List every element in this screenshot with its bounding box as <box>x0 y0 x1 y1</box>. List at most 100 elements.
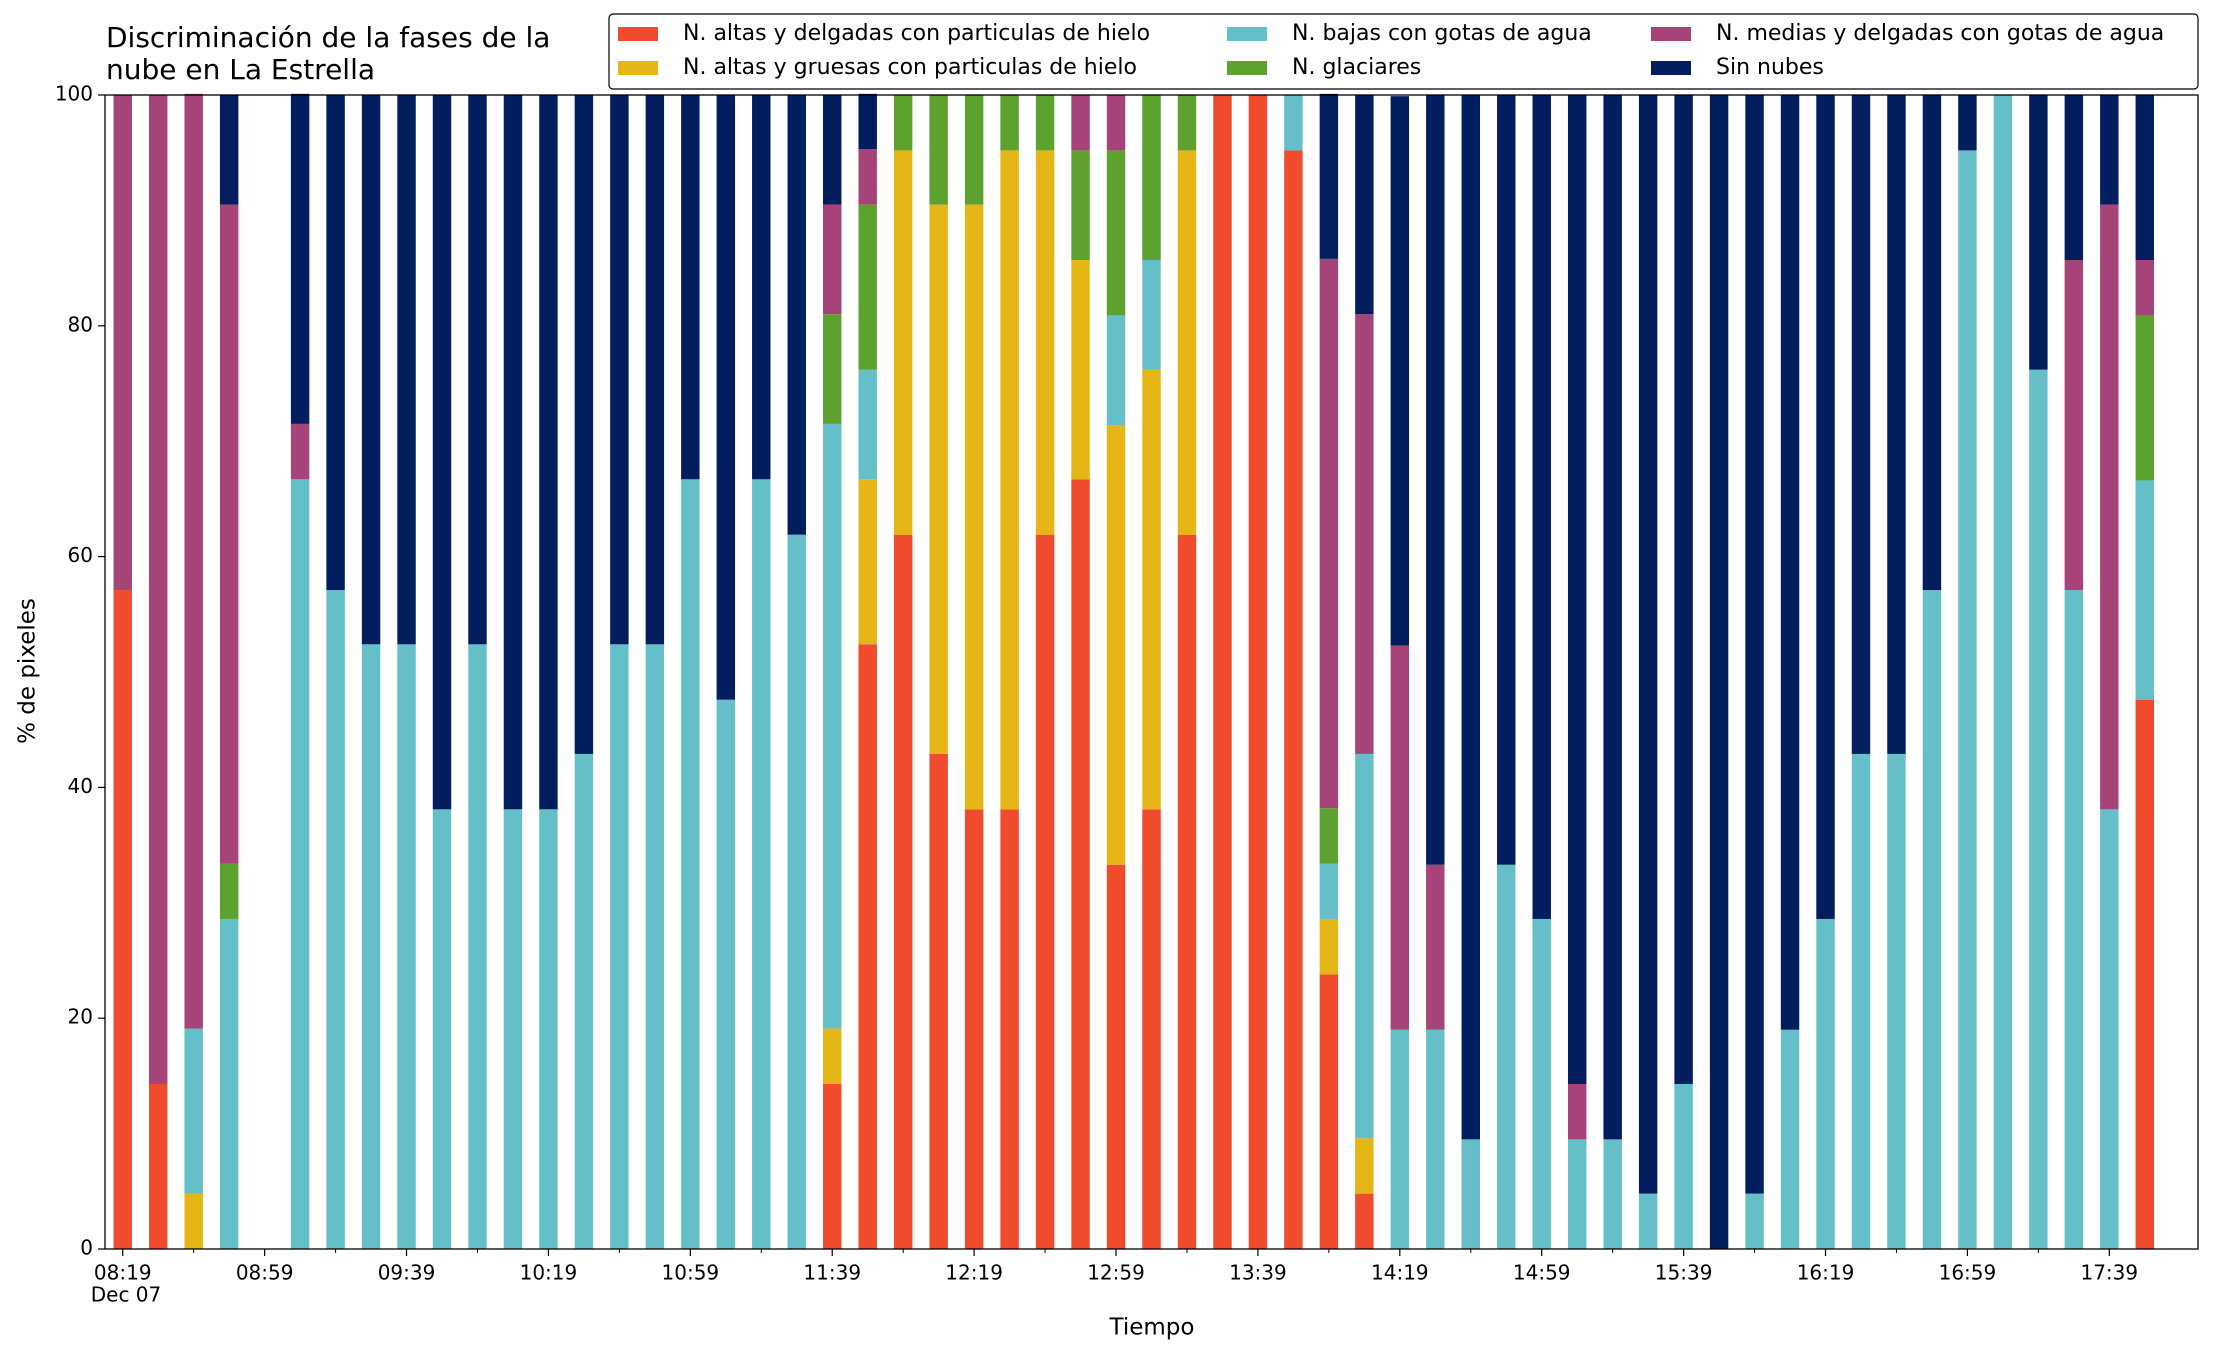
bar-segment <box>1887 95 1906 754</box>
bar-segment <box>1319 974 1339 1249</box>
bar-segment <box>1958 95 1977 151</box>
bar-segment <box>326 95 345 591</box>
y-tick-label: 40 <box>68 774 93 798</box>
bar-segment <box>184 93 203 1029</box>
bar-segment <box>1567 95 1587 1084</box>
bar-segment <box>1887 753 1906 1249</box>
bar-segment <box>1603 95 1622 1140</box>
bar-segment <box>1532 95 1551 919</box>
bar-segment <box>1532 918 1551 1249</box>
bar-segment <box>1319 918 1339 975</box>
x-tick-label: 16:59 <box>1939 1261 1997 1285</box>
bar-segment <box>2135 699 2155 1249</box>
bar-segment <box>610 95 629 645</box>
bar-segment <box>432 95 452 810</box>
x-tick-label: 14:59 <box>1513 1261 1571 1285</box>
bar-segment <box>2029 369 2048 1250</box>
bar-segment <box>290 423 310 480</box>
legend-frame <box>608 13 2199 90</box>
bar-segment <box>858 204 877 370</box>
bar-segment <box>219 863 239 919</box>
bar-segment <box>893 95 913 151</box>
y-tick-label: 80 <box>68 312 93 336</box>
bar-segment <box>113 95 132 591</box>
bar-segment <box>716 95 736 700</box>
bar-segment <box>219 204 239 864</box>
x-axis-label: Tiempo <box>1109 1315 1195 1341</box>
bar-segment <box>1142 95 1161 261</box>
bar-segment <box>468 644 487 1249</box>
legend-label: N. glaciares <box>1292 55 1421 80</box>
bar-segment <box>1177 95 1197 151</box>
legend-swatch <box>1227 27 1267 41</box>
bar-segment <box>397 644 416 1249</box>
bar-segment <box>787 534 806 1249</box>
bar-segment <box>1958 150 1977 1250</box>
bar-segment <box>1142 260 1161 370</box>
bar-segment <box>1071 150 1090 261</box>
bar-segment <box>1461 1139 1480 1249</box>
bar-segment <box>964 204 984 810</box>
legend-swatch <box>618 61 658 75</box>
x-tick-label: 15:39 <box>1655 1261 1713 1285</box>
legend-label: N. bajas con gotas de agua <box>1292 21 1592 46</box>
bar-segment <box>1248 95 1268 1249</box>
bar-segment <box>2064 260 2084 591</box>
bar-segment <box>1674 95 1693 1084</box>
bar-segment <box>219 918 239 1249</box>
bar-segment <box>610 644 629 1249</box>
bar-segment <box>681 479 700 1250</box>
bar-segment <box>1922 95 1942 591</box>
bar-segment <box>2135 95 2155 261</box>
bar-segment <box>1355 1138 1374 1194</box>
bar-segment <box>752 479 771 1250</box>
bar-segment <box>1461 95 1480 1140</box>
legend-label: N. medias y delgadas con gotas de agua <box>1716 21 2164 46</box>
bar-segment <box>1000 95 1019 151</box>
legend-label: N. altas y delgadas con particulas de hi… <box>683 21 1150 46</box>
x-tick-label: 14:19 <box>1371 1261 1429 1285</box>
x-tick-label: 16:19 <box>1797 1261 1855 1285</box>
y-tick-label: 60 <box>68 543 93 567</box>
x-tick-label: 12:59 <box>1087 1261 1145 1285</box>
x-tick-label: 10:59 <box>662 1261 720 1285</box>
bar-segment <box>1390 645 1410 1030</box>
bar-segment <box>1390 1029 1410 1249</box>
bar-segment <box>858 479 877 645</box>
bar-segment <box>964 95 984 205</box>
bar-segment <box>184 1028 203 1194</box>
legend-label: N. altas y gruesas con particulas de hie… <box>683 55 1137 80</box>
bar-segment <box>2135 260 2155 316</box>
bar-segment <box>184 1193 203 1249</box>
bar-segment <box>539 809 558 1249</box>
bar-segment <box>823 95 842 205</box>
bar-segment <box>1851 753 1871 1249</box>
bar-segment <box>1497 864 1516 1249</box>
x-tick-label: 09:39 <box>378 1261 436 1285</box>
bar-segment <box>823 1083 842 1249</box>
bar-segment <box>148 1083 168 1249</box>
bar-segment <box>823 1028 842 1084</box>
axes-frame <box>104 94 2199 1250</box>
bar-segment <box>2135 315 2155 481</box>
bar-segment <box>1284 95 1303 151</box>
bar-segment <box>326 590 345 1249</box>
bar-segment <box>1071 479 1090 1250</box>
bar-segment <box>1106 864 1126 1249</box>
bar-segment <box>1426 1029 1445 1249</box>
bar-segment <box>858 93 877 150</box>
bar-segment <box>2100 204 2119 810</box>
bar-segment <box>2135 480 2155 700</box>
bar-segment <box>1213 95 1232 1249</box>
bar-segment <box>503 95 523 810</box>
bar-segment <box>219 95 239 205</box>
bar-segment <box>752 95 771 480</box>
bar-segment <box>1603 1139 1622 1249</box>
bar-segment <box>113 590 132 1249</box>
bar-segment <box>645 95 665 645</box>
x-tick-label: 13:39 <box>1229 1261 1287 1285</box>
bar-segment <box>2100 95 2119 205</box>
bar-segment <box>929 204 948 754</box>
